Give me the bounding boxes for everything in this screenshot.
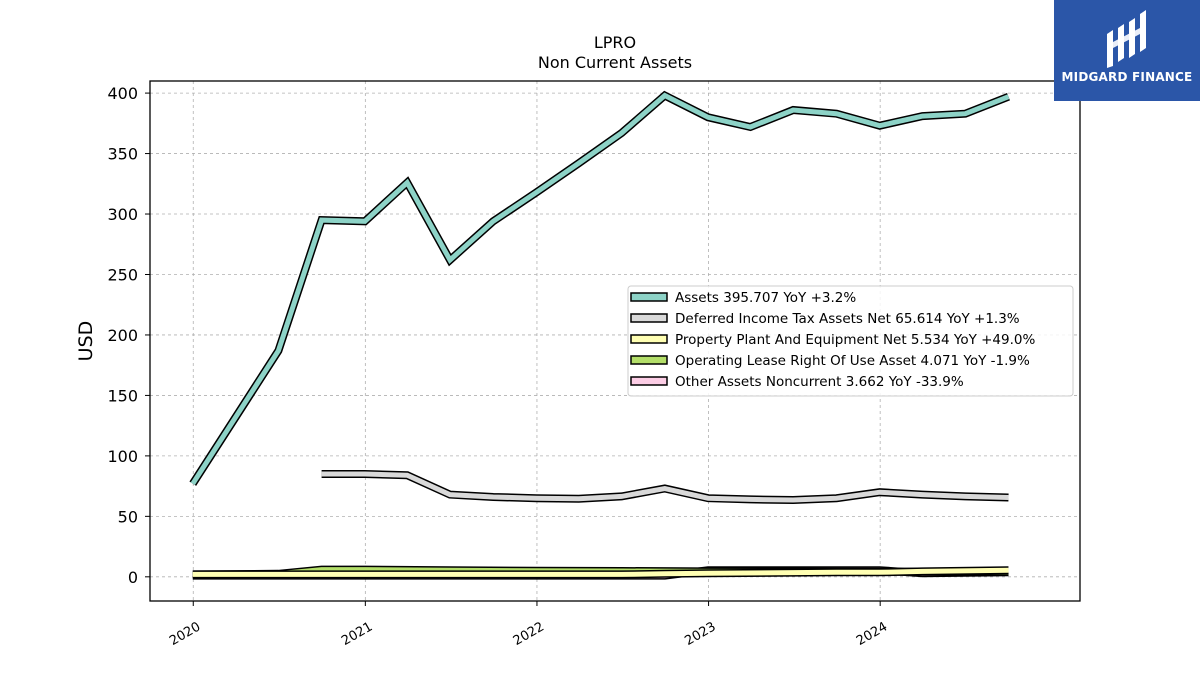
- x-tick-label: 2020: [167, 619, 203, 649]
- legend-swatch: [630, 355, 668, 365]
- y-tick-label: 100: [107, 447, 138, 466]
- y-tick-label: 200: [107, 326, 138, 345]
- y-axis: 0 50 100 150 200 250 300 350 400: [107, 84, 150, 587]
- series-line: [321, 471, 1009, 503]
- legend-entry: Assets 395.707 YoY +3.2%: [675, 290, 856, 306]
- y-axis-label: USD: [75, 321, 97, 362]
- chart-title: LPRO: [594, 33, 636, 52]
- chart-subtitle: Non Current Assets: [538, 53, 692, 72]
- legend-entry: Other Assets Noncurrent 3.662 YoY -33.9%: [675, 374, 964, 390]
- x-tick-label: 2023: [682, 619, 718, 649]
- midgard-logo-icon: [1107, 10, 1146, 68]
- y-tick-label: 50: [118, 507, 138, 526]
- plot-frame: [149, 80, 1081, 602]
- y-tick-label: 350: [107, 145, 138, 164]
- brand-logo: MIDGARD FINANCE: [1054, 0, 1200, 101]
- y-tick-label: 400: [107, 84, 138, 103]
- x-tick-label: 2022: [511, 619, 547, 649]
- brand-name: MIDGARD FINANCE: [1061, 70, 1193, 84]
- y-tick-label: 0: [128, 568, 138, 587]
- y-tick-label: 150: [107, 386, 138, 405]
- legend-entry: Deferred Income Tax Assets Net 65.614 Yo…: [675, 311, 1020, 327]
- legend-swatch: [630, 376, 668, 386]
- legend-entry: Property Plant And Equipment Net 5.534 Y…: [675, 332, 1035, 348]
- y-tick-label: 300: [107, 205, 138, 224]
- legend: Assets 395.707 YoY +3.2% Deferred Income …: [627, 285, 1074, 397]
- x-tick-label: 2024: [854, 619, 890, 649]
- x-tick-label: 2021: [339, 619, 375, 649]
- legend-entry: Operating Lease Right Of Use Asset 4.071…: [675, 353, 1030, 369]
- legend-swatch: [630, 334, 668, 344]
- series-lines: [189, 90, 1010, 580]
- legend-swatch: [630, 292, 668, 302]
- x-axis: 2020 2021 2022 2023 2024: [167, 601, 890, 649]
- y-tick-label: 250: [107, 265, 138, 284]
- legend-box: [627, 285, 1074, 397]
- series-line: [190, 92, 1010, 486]
- series-line: [192, 567, 1009, 577]
- legend-swatch: [630, 313, 668, 323]
